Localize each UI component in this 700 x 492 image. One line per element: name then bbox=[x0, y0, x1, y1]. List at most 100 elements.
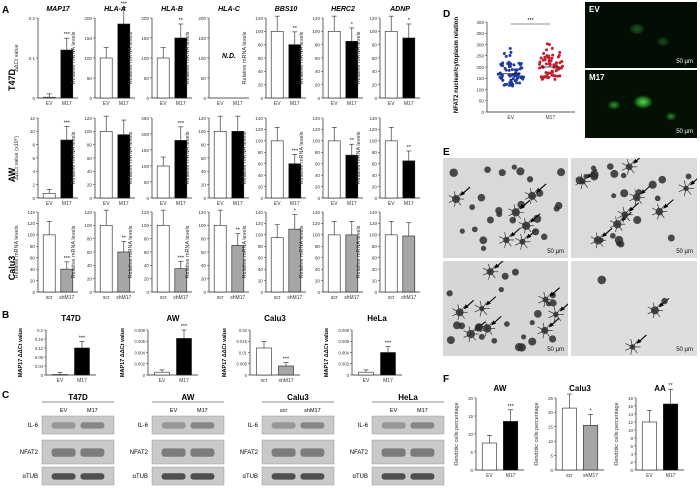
dendrite bbox=[657, 203, 660, 212]
tick-label: 80 bbox=[258, 150, 264, 155]
blot-strip bbox=[151, 415, 225, 435]
tick-label: 100 bbox=[141, 223, 149, 228]
tick-label: 0.008 bbox=[339, 328, 350, 333]
cell bbox=[498, 169, 506, 177]
tick-label: 150 bbox=[141, 148, 149, 153]
blot-row-label: NFAT2 bbox=[130, 450, 149, 456]
y-axis-label: Relative mRNA levels bbox=[299, 225, 305, 278]
cell bbox=[533, 214, 542, 223]
dendrite bbox=[544, 323, 551, 331]
micro-scale: 50 µm bbox=[547, 347, 564, 353]
dendrite bbox=[595, 232, 599, 241]
category-label: EV bbox=[274, 101, 281, 107]
scatter-point bbox=[507, 60, 511, 64]
dendrite bbox=[479, 324, 488, 329]
significance-label: ** bbox=[407, 145, 412, 151]
tick-label: 0 bbox=[551, 468, 554, 473]
tick-label: 40 bbox=[372, 267, 378, 272]
tick-label: 40 bbox=[315, 173, 321, 178]
significance-label: *** bbox=[178, 121, 185, 127]
tick-label: 100 bbox=[369, 139, 377, 144]
arrow-head bbox=[602, 232, 608, 238]
bar bbox=[402, 235, 416, 293]
tick-label: 150 bbox=[198, 36, 206, 41]
dendrite bbox=[504, 232, 507, 241]
tick-label: 60 bbox=[258, 162, 264, 167]
category-label: scr bbox=[46, 295, 53, 301]
tick-label: 60 bbox=[87, 250, 93, 255]
tick-label: 80 bbox=[201, 142, 207, 147]
bar bbox=[174, 37, 188, 99]
dendrite bbox=[479, 328, 488, 333]
tick-label: 120 bbox=[369, 16, 377, 21]
category-label: EV bbox=[646, 473, 653, 479]
dendrite bbox=[555, 307, 562, 315]
significance-label: *** bbox=[292, 148, 299, 154]
tick-label: 20 bbox=[372, 82, 378, 87]
dendrite bbox=[582, 181, 589, 188]
y-axis-label: Relative mRNA levels bbox=[128, 225, 134, 278]
tick-label: 0 bbox=[260, 290, 263, 295]
y-axis-label: MAP17 ΔΔCt value bbox=[222, 328, 228, 377]
scatter-point bbox=[547, 56, 551, 60]
scatter-point bbox=[538, 66, 542, 70]
blot-row-label: NFAT2 bbox=[20, 450, 39, 456]
bar bbox=[327, 31, 341, 99]
scatter-point bbox=[542, 52, 546, 56]
tick-label: 200 bbox=[141, 16, 149, 21]
blot-band bbox=[161, 448, 186, 457]
tick-label: 40 bbox=[372, 69, 378, 74]
tick-label: 140 bbox=[255, 116, 263, 121]
cell bbox=[658, 175, 667, 184]
panel-label-c: C bbox=[2, 390, 9, 401]
tick-label: 80 bbox=[372, 150, 378, 155]
cell bbox=[495, 206, 503, 215]
tick-label: 80 bbox=[372, 244, 378, 249]
dendrite bbox=[498, 239, 507, 244]
cell bbox=[597, 275, 607, 285]
dendrite bbox=[678, 188, 687, 193]
tick-label: 0 bbox=[32, 290, 35, 295]
blot-strip bbox=[41, 415, 115, 435]
tick-label: 100 bbox=[84, 56, 92, 61]
cell bbox=[484, 166, 491, 173]
tick-label: 120 bbox=[369, 221, 377, 226]
tick-label: 140 bbox=[27, 210, 35, 215]
tick-label: 0.005 bbox=[237, 362, 248, 367]
dendrite bbox=[488, 263, 491, 272]
blot-band bbox=[51, 473, 76, 480]
bar bbox=[561, 407, 577, 471]
tick-label: 0.2 bbox=[37, 328, 43, 333]
significance-label: * bbox=[351, 22, 354, 28]
dendrite bbox=[520, 233, 523, 242]
tick-label: 50 bbox=[144, 76, 150, 81]
bar bbox=[174, 140, 188, 199]
tick-label: 0.004 bbox=[135, 350, 146, 355]
dendrite bbox=[617, 217, 623, 225]
blot-band bbox=[161, 422, 186, 429]
dendrite bbox=[524, 225, 527, 234]
scatter-point bbox=[538, 60, 542, 64]
tick-label: 350 bbox=[476, 31, 484, 36]
cell-glow bbox=[630, 24, 644, 34]
scatter-point bbox=[504, 54, 508, 58]
category-label: shM17 bbox=[344, 295, 359, 301]
blot-band bbox=[300, 422, 325, 429]
category-label: scr bbox=[261, 378, 268, 384]
dendrite bbox=[455, 192, 462, 200]
bar bbox=[345, 41, 359, 99]
significance-label: *** bbox=[507, 404, 514, 410]
scatter-point bbox=[551, 53, 555, 57]
tick-label: 100 bbox=[369, 233, 377, 238]
tick-label: 100 bbox=[255, 139, 263, 144]
dendrite bbox=[482, 267, 491, 273]
tick-label: 120 bbox=[312, 127, 320, 132]
blot-band bbox=[300, 473, 325, 480]
bar bbox=[60, 139, 74, 199]
chart-title: HeLa bbox=[367, 314, 387, 323]
y-axis-label: MAP17 ΔΔCt value bbox=[120, 328, 126, 377]
bar bbox=[345, 154, 359, 199]
dendrite bbox=[453, 198, 457, 207]
scatter-point bbox=[558, 61, 562, 65]
dendrite bbox=[629, 197, 637, 202]
